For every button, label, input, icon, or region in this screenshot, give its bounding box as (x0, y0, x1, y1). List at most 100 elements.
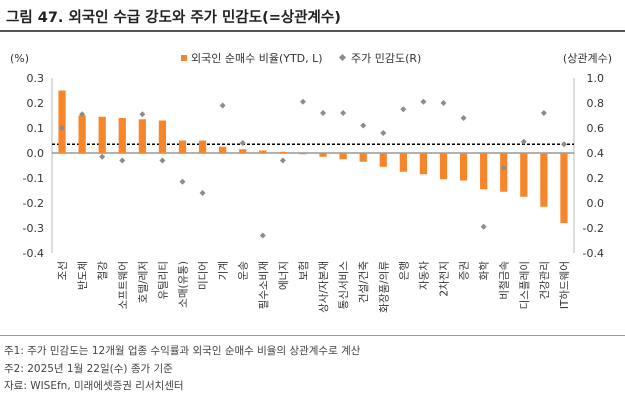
marker-기계 (219, 102, 226, 109)
right-tick-label: 0.2 (587, 172, 605, 185)
marker-조선 (59, 125, 66, 131)
category-label: 반도체 (77, 261, 89, 290)
bar-철강 (98, 116, 106, 153)
marker-소프트웨어 (119, 157, 126, 164)
right-tick-label: -0.2 (583, 222, 604, 235)
category-label: 화학 (479, 261, 491, 281)
right-tick-label: 0.6 (587, 122, 605, 135)
bar-layer (58, 90, 568, 223)
category-label: IT하드웨어 (558, 261, 571, 309)
category-label: 보험 (298, 261, 310, 280)
marker-운송 (239, 140, 246, 146)
marker-상사/자본재 (320, 110, 327, 116)
marker-건강관리 (540, 110, 547, 116)
left-tick-label: 0.2 (27, 97, 45, 110)
category-label: 소프트웨어 (117, 261, 129, 309)
right-axis-unit: (상관계수) (563, 52, 612, 65)
bar-건설/건축 (359, 153, 367, 162)
bar-운송 (239, 149, 247, 153)
bar-자동차 (419, 153, 428, 175)
marker-2차전지 (440, 100, 447, 106)
category-label: 디스플레이 (519, 261, 531, 309)
category-label: 화장품/의류 (378, 261, 390, 313)
axis-layer: 0.3 0.2 0.1 0.0 -0.1 -0.2 -0.3 -0.4 1.0 0.8 0.6 0.4… (23, 72, 604, 260)
legend-bar-swatch (181, 55, 187, 61)
category-label: 호텔/레저 (137, 261, 149, 303)
marker-자동차 (420, 98, 427, 105)
right-tick-label: 0.4 (587, 147, 605, 160)
legend-marker-swatch (338, 53, 347, 62)
left-tick-label: -0.4 (23, 247, 44, 260)
bar-증권 (459, 153, 468, 181)
bar-비철금속 (500, 153, 508, 192)
category-label: 에너지 (278, 261, 290, 290)
bar-화장품/의류 (379, 153, 387, 167)
bar-유틸리티 (158, 120, 167, 153)
marker-소매(유통) (179, 178, 186, 185)
category-label: 자동차 (418, 261, 430, 290)
source-note: 자료: WISEfn, 미래에셋증권 리서치센터 (4, 380, 184, 392)
bar-반도체 (78, 115, 86, 153)
left-tick-label: 0.0 (27, 147, 45, 160)
note-1: 주1: 주가 민감도는 12개월 업종 수익률과 외국인 순매수 비율의 상관계… (4, 345, 361, 357)
category-label: 미디어 (198, 261, 210, 290)
right-tick-label: 0.0 (587, 197, 605, 210)
marker-에너지 (279, 157, 286, 164)
category-label: 유틸리티 (156, 261, 169, 300)
bar-에너지 (279, 151, 287, 153)
marker-반도체 (79, 111, 86, 118)
bar-2차전지 (439, 153, 448, 180)
bar-필수소비재 (259, 150, 267, 153)
left-tick-label: 0.3 (27, 72, 45, 85)
category-label: 소매(유통) (178, 261, 190, 308)
category-label: 운송 (238, 261, 250, 281)
label-layer: 조선 반도체 철강 소프트웨어 호텔/레저 유틸리티 소매(유통) 미디어 기계 운송 필수소비재 에… (57, 261, 571, 313)
category-label: 조선 (57, 261, 69, 280)
bar-보험 (299, 153, 307, 155)
bar-상사/자본재 (319, 153, 327, 157)
category-label: 건강관리 (539, 261, 551, 300)
bar-디스플레이 (520, 153, 528, 197)
marker-호텔/레저 (139, 111, 146, 118)
category-label: 비철금속 (499, 261, 511, 300)
category-label: 기계 (218, 261, 230, 280)
legend: 외국인 순매수 비율(YTD, L) 주가 민감도(R) (181, 52, 421, 65)
bar-기계 (219, 146, 227, 153)
left-tick-label: 0.1 (27, 122, 45, 135)
left-tick-label: -0.2 (23, 197, 44, 210)
marker-비철금속 (500, 165, 507, 171)
marker-유틸리티 (159, 157, 166, 164)
bar-화학 (480, 153, 488, 190)
bar-은행 (399, 153, 407, 172)
bar-소매(유통) (178, 140, 187, 153)
marker-증권 (460, 115, 467, 121)
marker-보험 (299, 98, 306, 105)
left-tick-label: -0.1 (23, 172, 44, 185)
left-tick-label: -0.3 (23, 222, 44, 235)
bar-호텔/레저 (138, 119, 146, 153)
legend-marker-label: 주가 민감도(R) (351, 52, 421, 65)
right-tick-label: -0.4 (583, 247, 604, 260)
legend-bar-label: 외국인 순매수 비율(YTD, L) (191, 52, 323, 65)
marker-필수소비재 (259, 232, 266, 239)
category-label: 은행 (398, 261, 410, 280)
marker-건설/건축 (360, 122, 367, 129)
category-label: 철강 (97, 261, 109, 281)
marker-은행 (400, 106, 407, 113)
bar-통신서비스 (339, 153, 347, 160)
chart-title: 그림 47. 외국인 수급 강도와 주가 민감도(=상관계수) (6, 10, 341, 26)
right-tick-label: 1.0 (587, 72, 605, 85)
marker-철강 (99, 153, 106, 160)
category-label: 증권 (459, 261, 471, 280)
right-tick-label: 0.8 (587, 97, 605, 110)
marker-IT하드웨어 (560, 141, 567, 148)
combo-chart: 0.3 0.2 0.1 0.0 -0.1 -0.2 -0.3 -0.4 1.0 0.8 0.6 0.4… (10, 52, 612, 313)
marker-디스플레이 (520, 138, 527, 145)
bar-조선 (58, 90, 66, 153)
bar-건강관리 (540, 153, 548, 207)
note-2: 주2: 2025년 1월 22일(수) 종가 기준 (4, 363, 173, 375)
category-label: 2차전지 (439, 261, 451, 297)
marker-layer (59, 98, 567, 239)
bar-미디어 (198, 140, 207, 153)
left-axis-unit: (%) (10, 52, 29, 65)
